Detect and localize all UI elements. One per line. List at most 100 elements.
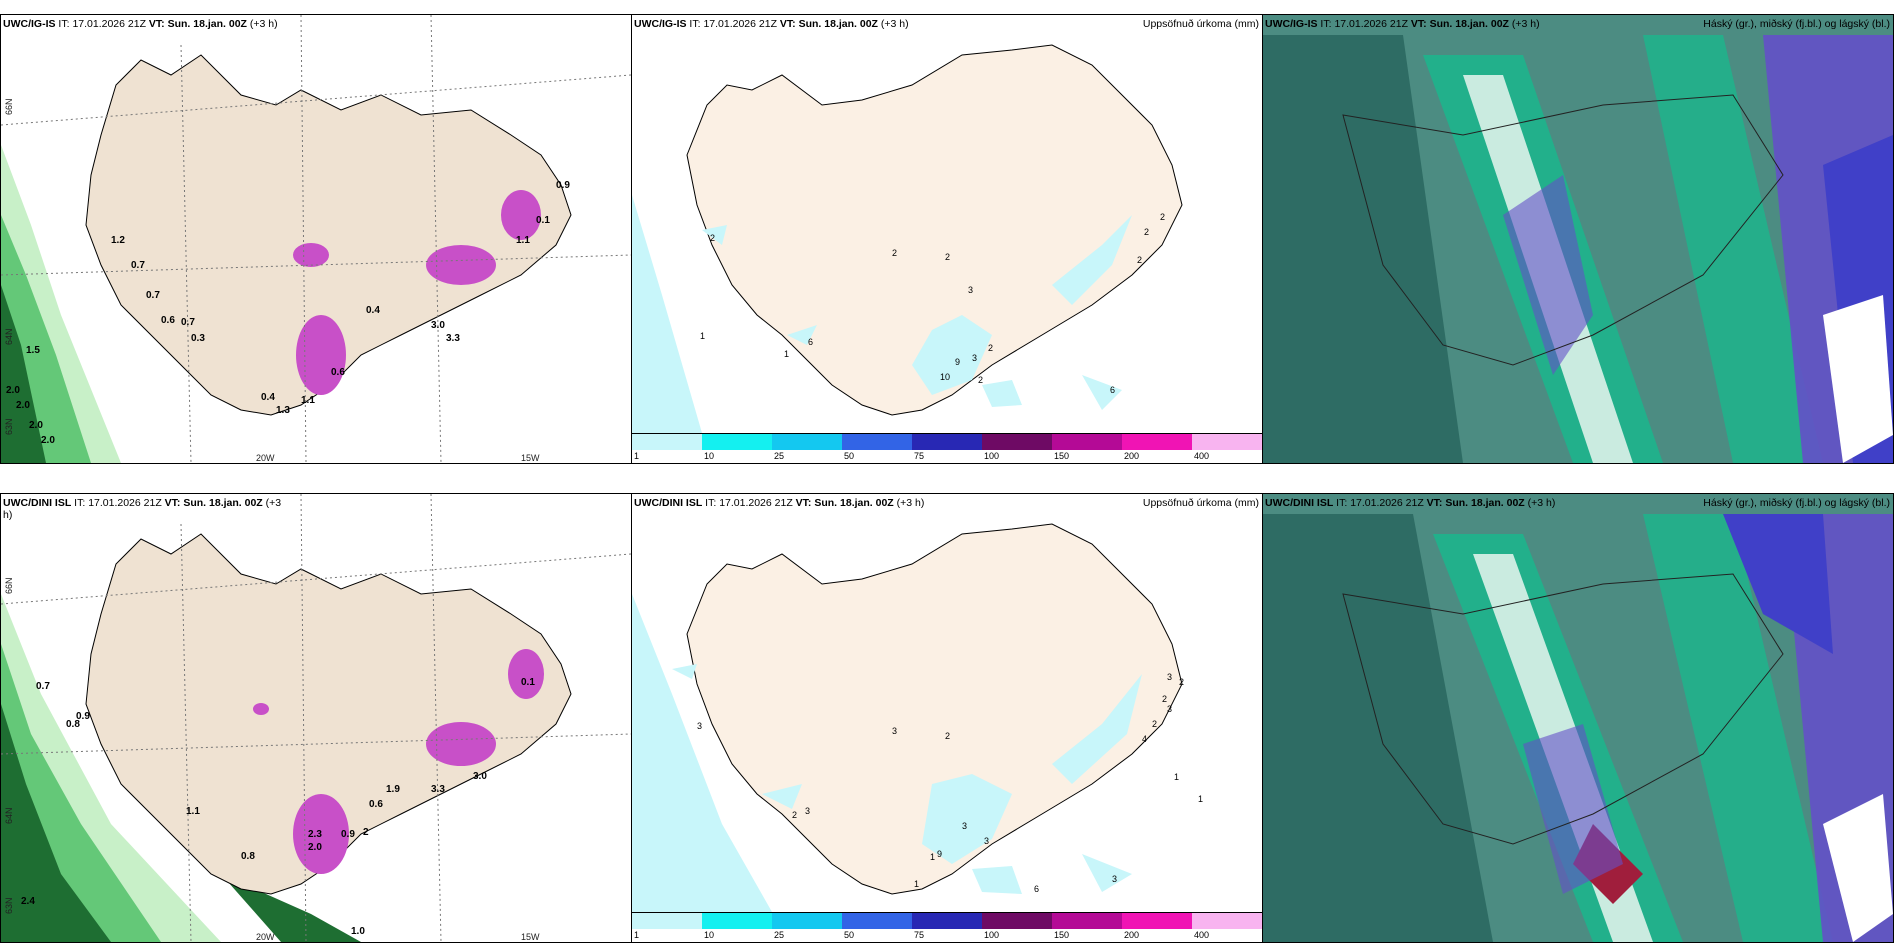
value-label: 1.1: [301, 395, 315, 406]
colorbar-tick: 25: [774, 451, 785, 461]
colorbar-swatch: [842, 913, 913, 929]
map-wind-ig-is: [1, 15, 631, 463]
contour-label: 1: [930, 852, 936, 862]
lat-label: 66N: [4, 577, 14, 594]
panel-header: UWC/DINI ISL IT: 17.01.2026 21Z VT: Sun.…: [1265, 497, 1556, 509]
colorbar-swatch: [772, 434, 843, 450]
colorbar-tick: 400: [1194, 451, 1210, 461]
value-label: 2.4: [21, 896, 35, 907]
contour-label: 3: [892, 726, 898, 736]
value-label: 0.4: [261, 392, 275, 403]
contour-label: 2: [710, 233, 716, 243]
value-label: 0.8: [241, 851, 255, 862]
value-label: 2.0: [308, 842, 322, 853]
value-label: 0.9: [341, 829, 355, 840]
panel-title: Háský (gr.), miðský (fj.bl.) og lágský (…: [1703, 18, 1890, 30]
colorbar-tick: 200: [1124, 451, 1140, 461]
value-label: 1.0: [351, 926, 365, 937]
colorbar: 1 10 25 50 75 100 150 200 400: [632, 433, 1262, 463]
contour-label: 1: [914, 879, 920, 889]
contour-label: 3: [962, 821, 968, 831]
contour-label: 3: [1167, 672, 1173, 682]
contour-label: 3: [1112, 874, 1118, 884]
colorbar-tick: 25: [774, 930, 785, 940]
value-label: 1.3: [276, 405, 290, 416]
value-label: 0.7: [181, 317, 195, 328]
colorbar-swatch: [982, 434, 1053, 450]
panel-dini-clouds: UWC/DINI ISL IT: 17.01.2026 21Z VT: Sun.…: [1262, 493, 1894, 943]
contour-label: 1: [1174, 772, 1180, 782]
value-label: 1.5: [26, 345, 40, 356]
value-label: 3.3: [446, 333, 460, 344]
lat-label: 64N: [4, 807, 14, 824]
colorbar-tick: 75: [914, 451, 925, 461]
value-label: 0.6: [331, 367, 345, 378]
value-label: 2.3: [308, 829, 322, 840]
lat-label: 63N: [4, 897, 14, 914]
contour-label: 3: [968, 285, 974, 295]
value-label: 0.9: [76, 711, 90, 722]
colorbar-swatch: [1122, 434, 1193, 450]
contour-label: 3: [697, 721, 703, 731]
colorbar-swatch: [1052, 434, 1123, 450]
value-label: 0.7: [131, 260, 145, 271]
panel-ig-is-wind: UWC/IG-IS IT: 17.01.2026 21Z VT: Sun. 18…: [0, 14, 632, 464]
panel-title: Uppsöfnuð úrkoma (mm): [1142, 18, 1259, 30]
colorbar-swatch: [1052, 913, 1123, 929]
panel-dini-wind: UWC/DINI ISL IT: 17.01.2026 21Z VT: Sun.…: [0, 493, 632, 943]
contour-label: 2: [978, 375, 984, 385]
lon-label: 15W: [521, 453, 540, 463]
colorbar: 1 10 25 50 75 100 150 200 400: [632, 912, 1262, 942]
colorbar-swatch: [1192, 434, 1262, 450]
contour-label: 10: [940, 372, 951, 382]
panel-title: Háský (gr.), miðský (fj.bl.) og lágský (…: [1703, 497, 1890, 509]
colorbar-tick: 100: [984, 930, 1000, 940]
value-label: 2.0: [6, 385, 20, 396]
value-label: 3.0: [473, 771, 487, 782]
value-label: 2.0: [16, 400, 30, 411]
colorbar-tick: 1: [634, 930, 640, 940]
colorbar-tick: 150: [1054, 451, 1070, 461]
map-precip-ig-is: [632, 44, 1183, 433]
contour-label: 6: [1110, 385, 1116, 395]
panel-ig-is-precip: UWC/IG-IS IT: 17.01.2026 21Z VT: Sun. 18…: [631, 14, 1263, 464]
colorbar-swatch: [702, 913, 773, 929]
contour-label: 2: [988, 343, 994, 353]
value-label: 0.6: [369, 799, 383, 810]
value-label: 0.3: [191, 333, 205, 344]
contour-label: 3: [1167, 704, 1173, 714]
map-precip-dini: [632, 523, 1183, 912]
panel-title: Uppsöfnuð úrkoma (mm): [1142, 497, 1259, 509]
colorbar-tick: 10: [704, 930, 715, 940]
colorbar-tick: 100: [984, 451, 1000, 461]
contour-label: 9: [937, 849, 943, 859]
contour-label: 2: [1144, 227, 1150, 237]
value-label: 0.1: [536, 215, 550, 226]
colorbar-swatch: [912, 434, 983, 450]
contour-label: 3: [984, 836, 990, 846]
value-label: 0.4: [366, 305, 380, 316]
panel-header: UWC/IG-IS IT: 17.01.2026 21Z VT: Sun. 18…: [634, 18, 909, 30]
colorbar-swatch: [702, 434, 773, 450]
colorbar-tick: 75: [914, 930, 925, 940]
value-label: 0.6: [161, 315, 175, 326]
value-label: 2: [363, 827, 369, 838]
contour-label: 9: [955, 357, 961, 367]
contour-label: 2: [1160, 212, 1166, 222]
contour-label: 2: [892, 248, 898, 258]
colorbar-swatch: [1122, 913, 1193, 929]
panel-dini-precip: UWC/DINI ISL IT: 17.01.2026 21Z VT: Sun.…: [631, 493, 1263, 943]
contour-label: 2: [945, 731, 951, 741]
contour-label: 1: [1198, 794, 1204, 804]
value-label: 3.3: [431, 784, 445, 795]
value-label: 0.7: [146, 290, 160, 301]
colorbar-tick: 1: [634, 451, 640, 461]
value-label: 1.9: [386, 784, 400, 795]
colorbar-swatch: [632, 434, 703, 450]
panel-header: UWC/IG-IS IT: 17.01.2026 21Z VT: Sun. 18…: [1265, 18, 1540, 30]
colorbar-tick: 200: [1124, 930, 1140, 940]
map-wind-dini: [1, 494, 631, 942]
contour-label: 2: [1179, 677, 1185, 687]
contour-label: 3: [805, 806, 811, 816]
contour-label: 1: [784, 349, 790, 359]
